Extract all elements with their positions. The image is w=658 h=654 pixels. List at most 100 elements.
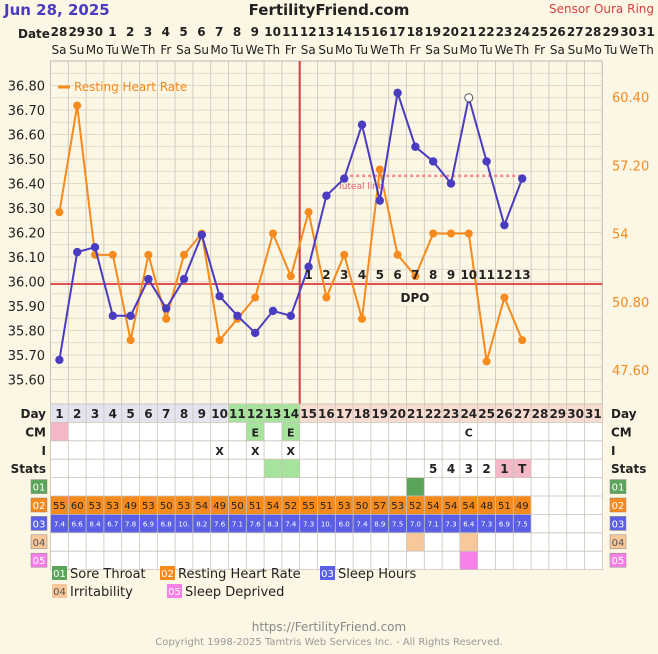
sleep-value: 7.5	[392, 520, 403, 528]
cycle-day-number: 15	[300, 407, 317, 421]
date-number: 28	[585, 25, 602, 39]
weekday-label: Sa	[425, 43, 440, 57]
rhr-point	[126, 336, 135, 345]
temperature-point	[233, 311, 242, 320]
date-number: 20	[442, 25, 459, 39]
temperature-point	[446, 179, 456, 188]
temperature-point	[340, 174, 349, 183]
legend-tag-bg	[52, 566, 67, 580]
day-cell	[68, 404, 87, 423]
y-tick-label: 36.60	[8, 129, 45, 144]
sleep-cell	[442, 514, 460, 533]
rhr-point	[464, 229, 473, 238]
rhr-cell	[388, 496, 407, 515]
sleep-cell	[477, 514, 496, 533]
sleep-cell	[103, 514, 122, 533]
cycle-day-number: 17	[336, 407, 353, 421]
weekday-label: Tu	[603, 43, 617, 57]
day-cell	[370, 404, 389, 423]
date-number: 23	[496, 25, 513, 39]
rhr-value: 53	[106, 501, 119, 512]
y-tick-label: 36.00	[8, 276, 45, 291]
day-cell	[442, 404, 460, 423]
row-tag-bg-left	[30, 516, 48, 531]
row-label-left: Day	[20, 407, 46, 421]
y2-tick-label: 50.80	[612, 296, 649, 311]
sleep-value: 7.1	[428, 520, 439, 528]
weekday-label: Fr	[285, 43, 296, 57]
sleep-cell	[86, 514, 104, 533]
rhr-cell	[50, 496, 69, 515]
day-cell	[388, 404, 407, 423]
weekday-label: We	[619, 43, 638, 57]
rhr-point	[304, 208, 313, 217]
y2-tick-label: 60.40	[612, 91, 649, 106]
day-cell	[175, 404, 193, 423]
stats-value: 1	[500, 462, 508, 476]
dpo-label: DPO	[401, 291, 430, 305]
date-number: 16	[371, 25, 388, 39]
dpo-number: 12	[496, 268, 513, 282]
row-tag-bg-right	[609, 534, 627, 550]
y2-tick-label: 57.20	[612, 159, 649, 174]
weekday-label: Tu	[105, 43, 119, 57]
rhr-point	[411, 272, 420, 281]
temperature-point	[73, 247, 82, 257]
rhr-value: 51	[498, 501, 511, 512]
rhr-point	[215, 336, 224, 345]
cycle-day-number: 26	[496, 407, 513, 421]
rhr-cell	[424, 496, 443, 515]
intercourse-mark: X	[215, 445, 224, 458]
temperature-point	[251, 328, 260, 338]
temperature-point	[357, 120, 367, 129]
sleep-value: 6.7	[107, 520, 118, 528]
sleep-value: 7.3	[445, 520, 456, 528]
weekday-label: Sa	[301, 43, 316, 57]
date-number: 28	[51, 25, 68, 39]
date-number: 9	[251, 25, 259, 39]
temperature-point	[482, 157, 491, 166]
rhr-value: 52	[284, 501, 297, 512]
cycle-day-number: 6	[144, 407, 152, 421]
rhr-value: 49	[124, 501, 137, 512]
rhr-cell	[228, 496, 247, 515]
sleep-value: 7.4	[54, 520, 66, 528]
legend-tag: 05	[168, 587, 181, 598]
cycle-day-number: 22	[425, 407, 442, 421]
date-number: 5	[179, 25, 187, 39]
weekday-label: We	[495, 43, 514, 57]
sleep-cell	[139, 514, 158, 533]
weekday-label: Tu	[354, 43, 368, 57]
sleep-cell	[281, 514, 300, 533]
cm-value: C	[465, 426, 473, 439]
weekday-label: We	[370, 43, 389, 57]
cycle-day-number: 8	[180, 407, 188, 421]
rhr-point	[162, 314, 171, 323]
y-tick-label: 36.50	[8, 153, 45, 168]
cycle-day-number: 24	[460, 407, 477, 421]
row-tag-bg-left	[30, 497, 48, 513]
sleep-value: 10.	[321, 520, 332, 528]
sleep-value: 7.3	[303, 520, 314, 528]
footer-url[interactable]: https://FertilityFriend.com	[252, 620, 406, 634]
weekday-label: Su	[443, 43, 458, 57]
day-cell	[228, 404, 247, 423]
date-number: 10	[264, 25, 281, 39]
rhr-value: 60	[71, 501, 84, 512]
rhr-cell	[210, 496, 229, 515]
stats-value: 2	[482, 462, 490, 476]
sleep-value: 6.9	[499, 520, 510, 528]
rhr-value: 57	[373, 501, 386, 512]
legend-tag: 03	[321, 569, 334, 580]
date-number: 30	[620, 25, 637, 39]
site-title[interactable]: FertilityFriend.com	[249, 1, 410, 19]
sleep-value: 8.3	[267, 520, 278, 528]
sleep-cell	[317, 514, 336, 533]
sleep-cell	[50, 514, 69, 533]
day-cell	[103, 404, 122, 423]
rhr-value: 50	[231, 501, 244, 512]
rhr-value: 54	[267, 501, 280, 512]
cycle-day-number: 2	[73, 407, 81, 421]
date-number: 3	[144, 25, 152, 39]
stats-value: 4	[447, 462, 455, 476]
